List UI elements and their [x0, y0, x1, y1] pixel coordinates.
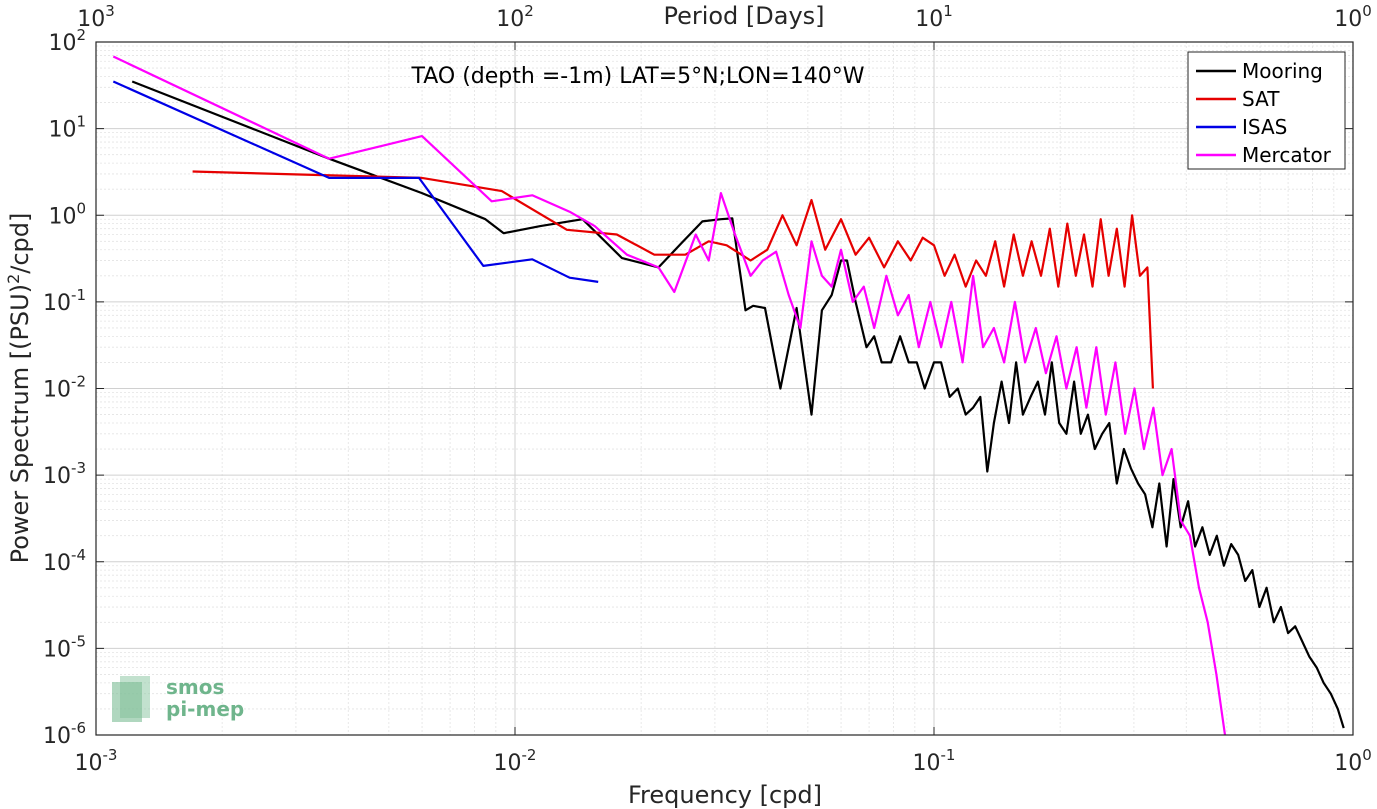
x2-tick-label: 101 — [915, 2, 953, 32]
y-axis-title-tail: /cpd] — [6, 213, 34, 274]
x-axis-title: Frequency [cpd] — [628, 781, 822, 809]
series-line-mooring — [131, 80, 1345, 729]
legend-label-isas: ISAS — [1242, 115, 1287, 139]
logo-text-smos: smos — [166, 675, 224, 699]
y-tick-label: 102 — [48, 26, 86, 56]
major-grid — [95, 41, 1354, 736]
legend-label-mooring: Mooring — [1242, 59, 1323, 83]
x2-axis-title: Period [Days] — [663, 2, 824, 30]
y-tick-label: 10-2 — [43, 373, 86, 403]
legend-label-mercator: Mercator — [1242, 143, 1332, 167]
y-tick-label: 100 — [48, 199, 86, 229]
series-layer — [112, 55, 1345, 736]
x-tick-label: 10-1 — [913, 746, 956, 776]
y-tick-label: 10-6 — [43, 719, 86, 749]
x2-tick-label: 102 — [496, 2, 534, 32]
series-line-sat — [192, 170, 1154, 389]
smos-pi-mep-logo: smos pi-mep — [112, 675, 244, 722]
y-tick-label: 10-3 — [43, 459, 86, 489]
legend-label-sat: SAT — [1242, 87, 1280, 111]
logo-mark-front — [112, 682, 142, 722]
plot-annotation: TAO (depth =-1m) LAT=5°N;LON=140°W — [411, 64, 865, 89]
y-axis-title-sup: 2 — [4, 274, 23, 284]
y-axis-title-base: Power Spectrum [(PSU) — [6, 284, 34, 563]
minor-grid — [96, 42, 1353, 735]
logo-text-pi-mep: pi-mep — [166, 697, 244, 721]
series-line-isas — [112, 80, 599, 283]
y-tick-label: 101 — [48, 113, 86, 143]
x2-tick-label: 103 — [77, 2, 115, 32]
series-line-mercator — [112, 55, 1227, 736]
legend: Mooring SAT ISAS Mercator — [1187, 51, 1346, 170]
x2-tick-label: 100 — [1334, 2, 1372, 32]
x-tick-label: 100 — [1334, 746, 1372, 776]
y-axis-title: Power Spectrum [(PSU)2/cpd] — [4, 213, 34, 564]
x-tick-label: 10-2 — [494, 746, 537, 776]
y-tick-label: 10-4 — [43, 546, 86, 576]
y-tick-label: 10-1 — [43, 286, 86, 316]
legend-items: Mooring SAT ISAS Mercator — [1196, 59, 1332, 167]
x-tick-label: 10-3 — [75, 746, 118, 776]
y-tick-label: 10-5 — [43, 632, 86, 662]
